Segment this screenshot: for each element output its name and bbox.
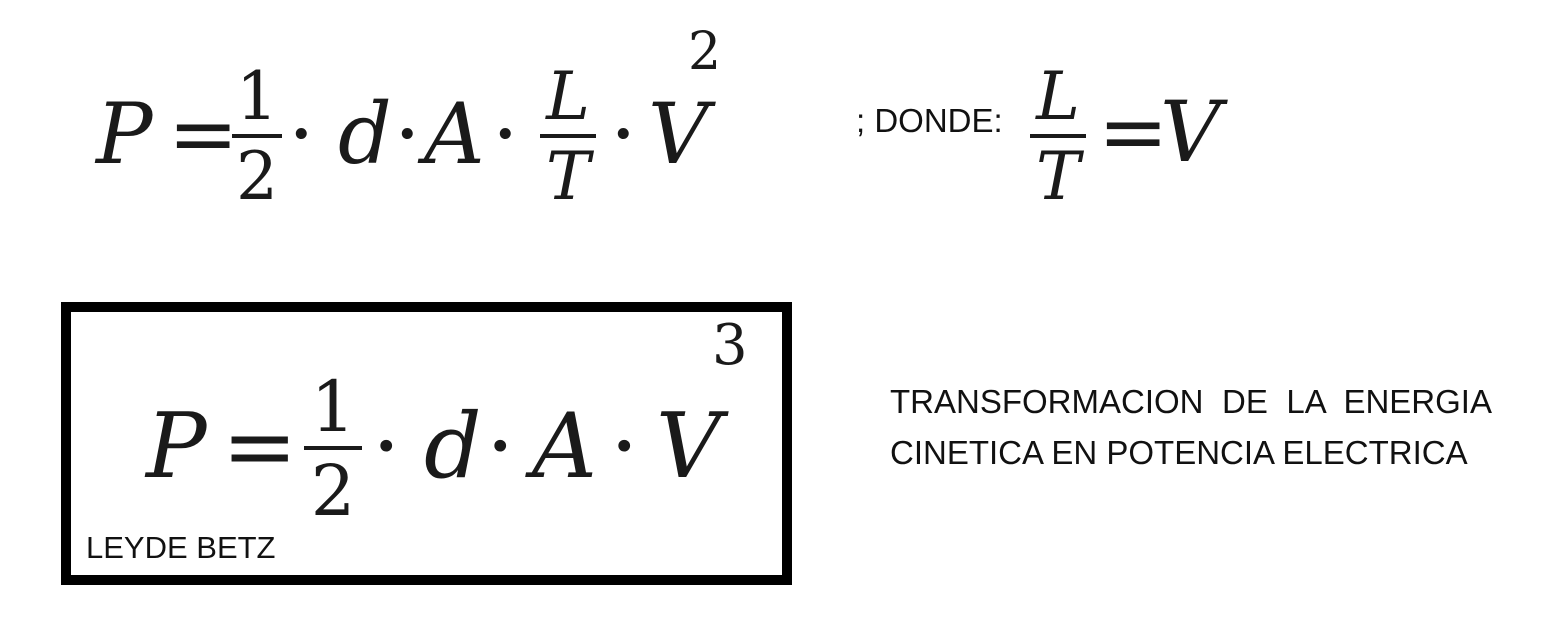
betz-law-label: LEYDE BETZ	[86, 530, 276, 565]
fraction-L-over-T: L T	[540, 64, 596, 210]
fraction-bar	[232, 134, 282, 138]
fraction-denominator: 2	[236, 138, 278, 215]
fraction-bar	[1030, 134, 1086, 138]
exponent: 3	[712, 313, 748, 378]
fraction-one-half: 1 2	[232, 64, 282, 210]
betz-law-box	[61, 302, 792, 585]
equals-sign: =	[168, 85, 239, 183]
dot-operator: ·	[486, 394, 515, 499]
fraction-denominator: T	[1035, 138, 1081, 215]
fraction-bar	[540, 134, 596, 138]
dot-operator: ·	[610, 394, 639, 499]
symbol-V: V	[1160, 83, 1221, 181]
description-text: TRANSFORMACION DE LA ENERGIA CINETICA EN…	[890, 383, 1492, 471]
fraction-bar	[304, 446, 362, 450]
fraction-numerator: L	[546, 58, 590, 135]
equals-sign: =	[1098, 83, 1169, 181]
symbol-A: A	[532, 394, 597, 499]
fraction-L-over-T: L T	[1030, 64, 1086, 210]
fraction-one-half: 1 2	[304, 372, 362, 526]
dot-operator: ·	[372, 394, 401, 499]
symbol-d: d	[424, 394, 482, 499]
dot-operator: ·	[492, 85, 519, 183]
symbol-V: V	[656, 394, 721, 499]
symbol-V: V	[648, 85, 709, 183]
fraction-denominator: 2	[310, 450, 356, 532]
fraction-numerator: 1	[236, 58, 278, 135]
symbol-P: P	[146, 394, 207, 499]
fraction-numerator: 1	[310, 366, 356, 448]
dot-operator: ·	[288, 85, 315, 183]
equals-sign: =	[222, 394, 298, 499]
where-label: ; DONDE:	[856, 102, 1003, 139]
symbol-P: P	[96, 85, 153, 183]
symbol-d: d	[338, 85, 392, 183]
fraction-numerator: L	[1036, 58, 1080, 135]
exponent: 2	[688, 22, 722, 82]
dot-operator: ·	[610, 85, 637, 183]
fraction-denominator: T	[545, 138, 591, 215]
dot-operator: ·	[394, 85, 421, 183]
symbol-A: A	[424, 85, 485, 183]
